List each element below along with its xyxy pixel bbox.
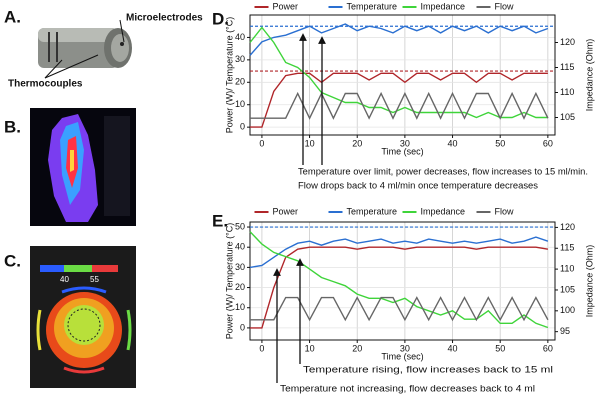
series-line — [250, 91, 549, 120]
panel-label: E. — [212, 211, 228, 230]
x-tick-label: 30 — [400, 343, 410, 353]
y2-axis-label: Impedance (Ohm) — [584, 245, 594, 318]
y2-tick-label: 110 — [560, 263, 574, 273]
y2-tick-label: 115 — [560, 243, 574, 253]
legend-label: Impedance — [421, 1, 466, 11]
y-tick-label: 10 — [235, 302, 245, 312]
x-tick-label: 0 — [259, 343, 264, 353]
y-tick-label: 10 — [235, 99, 245, 109]
y-tick-label: 30 — [235, 54, 245, 64]
x-axis-label: Time (sec) — [381, 146, 423, 156]
legend-label: Impedance — [421, 206, 466, 216]
y2-tick-label: 100 — [560, 305, 575, 315]
y2-axis-label: Impedance (Ohm) — [584, 39, 594, 112]
catheter-image — [38, 19, 132, 79]
legend-label: Temperature — [347, 1, 398, 11]
x-tick-label: 60 — [543, 343, 553, 353]
annotation: Flow drops back to 4 ml/min once tempera… — [298, 180, 539, 190]
series-line — [249, 23, 549, 56]
x-tick-label: 60 — [543, 138, 553, 148]
y2-tick-label: 95 — [560, 326, 570, 336]
y-axis-label: Power (W)/ Temperature (°C) — [224, 17, 234, 133]
x-axis-label: Time (sec) — [381, 351, 423, 361]
y2-tick-label: 110 — [560, 87, 574, 97]
legend-label: Flow — [495, 206, 515, 216]
series-line — [249, 26, 548, 119]
legend-label: Flow — [495, 1, 515, 11]
legend-label: Power — [273, 1, 299, 11]
ring-image — [30, 246, 136, 388]
callout: Thermocouples — [8, 79, 83, 90]
y2-tick-label: 120 — [560, 37, 575, 47]
x-tick-label: 10 — [305, 138, 315, 148]
legend-label: Power — [273, 206, 299, 216]
annotation: Temperature rising, flow increases back … — [303, 364, 553, 374]
x-tick-label: 10 — [305, 343, 315, 353]
series-line — [250, 72, 548, 128]
panel-label: B. — [4, 117, 21, 136]
series-line — [250, 246, 549, 329]
x-tick-label: 20 — [352, 138, 362, 148]
y-tick-label: 30 — [235, 262, 245, 272]
y-tick-label: 50 — [235, 221, 245, 231]
scale-label: 40 — [60, 275, 69, 284]
scale-label: 55 — [90, 275, 99, 284]
x-tick-label: 40 — [448, 343, 458, 353]
x-tick-label: 20 — [352, 343, 362, 353]
y2-tick-label: 115 — [560, 62, 574, 72]
y2-tick-label: 105 — [560, 112, 575, 122]
x-tick-label: 0 — [259, 138, 264, 148]
y-tick-label: 40 — [235, 242, 245, 252]
y-axis-label: Power (W)/ Temperature (°C) — [224, 223, 234, 339]
x-tick-label: 30 — [400, 138, 410, 148]
callout: Microelectrodes — [126, 13, 203, 24]
plot-frame — [249, 14, 556, 136]
legend-label: Temperature — [347, 206, 398, 216]
panel-label: D. — [212, 9, 229, 28]
y2-tick-label: 120 — [560, 222, 575, 232]
series-line — [249, 236, 549, 269]
annotation: Temperature not increasing, flow decreas… — [280, 383, 535, 393]
y-tick-label: 20 — [235, 282, 245, 292]
y2-tick-label: 105 — [560, 284, 575, 294]
x-tick-label: 40 — [448, 138, 458, 148]
x-tick-label: 50 — [495, 343, 505, 353]
y-tick-label: 20 — [235, 77, 245, 87]
y-tick-label: 0 — [240, 122, 245, 132]
map-image — [30, 108, 136, 226]
y-tick-label: 40 — [235, 32, 245, 42]
y-tick-label: 0 — [240, 322, 245, 332]
panel-label: C. — [4, 251, 21, 270]
panel-label: A. — [4, 7, 21, 26]
x-tick-label: 50 — [495, 138, 505, 148]
plot-frame — [249, 221, 556, 341]
annotation: Temperature over limit, power decreases,… — [298, 166, 588, 176]
